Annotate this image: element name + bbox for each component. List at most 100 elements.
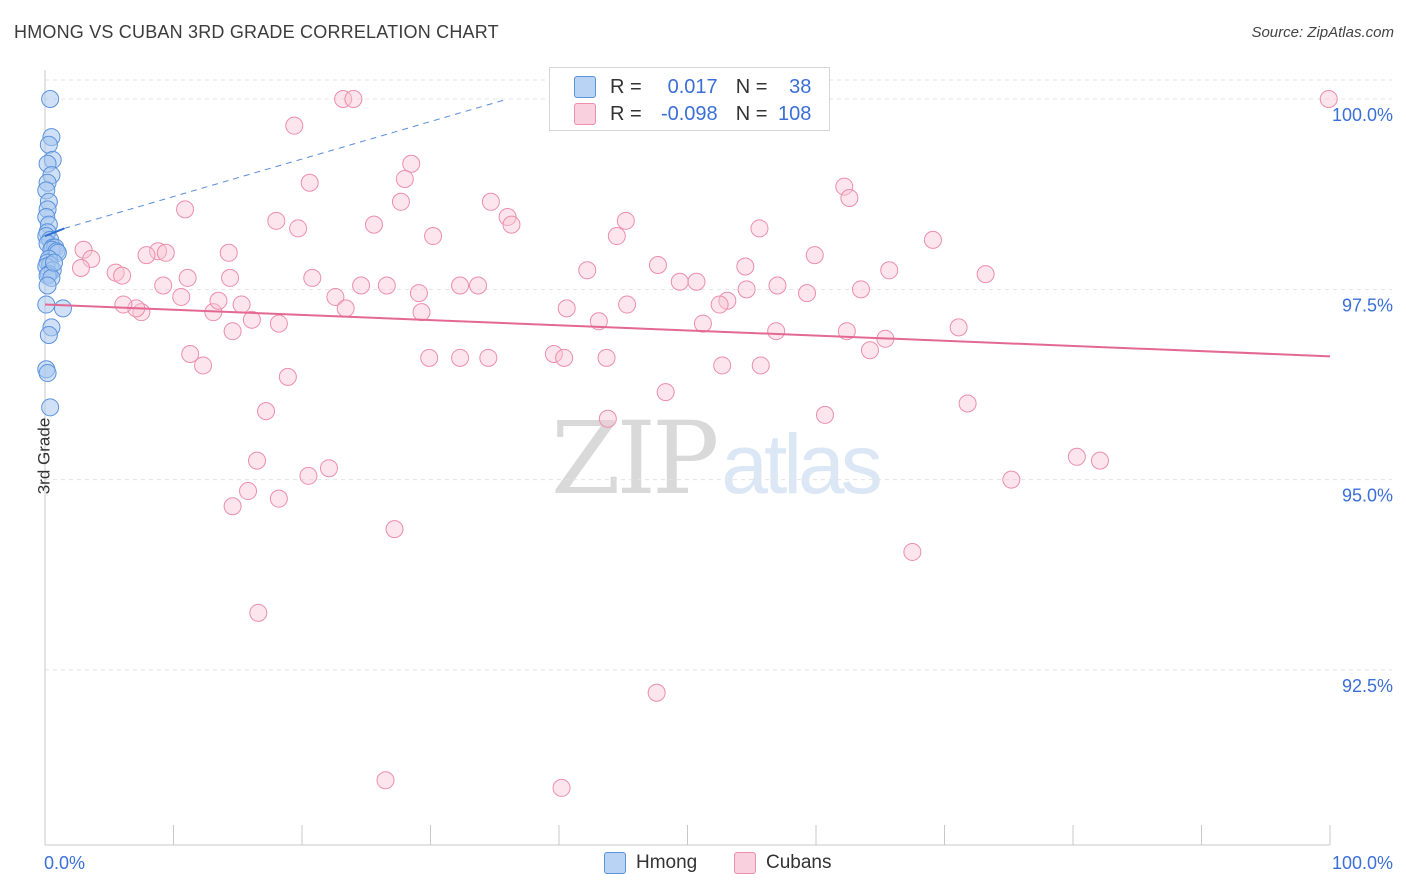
cubans-trend-line [44,303,1331,358]
cuban-point [248,451,267,470]
cuban-point [285,116,304,135]
cuban-point [710,295,729,314]
cuban-point [71,259,90,278]
cuban-point [767,322,786,341]
cuban-point [544,345,563,364]
cuban-point [589,312,608,331]
cuban-point [750,219,769,238]
x-tick-label: 0.0% [44,853,85,873]
chart-title: HMONG VS CUBAN 3RD GRADE CORRELATION CHA… [14,22,499,42]
hmong-point [41,398,60,417]
cuban-point [647,683,666,702]
cuban-point [412,303,431,322]
cuban-point [303,268,322,287]
cuban-point [713,356,732,375]
cuban-point [269,314,288,333]
cuban-point [768,276,787,295]
cuban-point [837,322,856,341]
cuban-point [557,299,576,318]
hmong-legend-label: Hmong [636,852,698,873]
cuban-point [555,348,574,367]
cuban-point [156,243,175,262]
cuban-point [949,318,968,337]
legend-n-label: N = [735,102,768,125]
cuban-point [420,348,439,367]
watermark-zip: ZIP [551,400,719,517]
cuban-point [1002,470,1021,489]
y-tick-label: 97.5% [1342,295,1393,315]
cuban-point [1090,451,1109,470]
cuban-point [616,211,635,230]
cuban-point [958,394,977,413]
cuban-point [223,497,242,516]
cuban-point [223,322,242,341]
bottom-legend-cubans: Cubans [734,852,832,874]
cubans-swatch-icon [574,103,596,125]
hmong-swatch-icon [574,76,596,98]
cuban-point [269,489,288,508]
hmong-point [53,299,72,318]
cuban-point [815,405,834,424]
cuban-point [552,778,571,797]
cuban-point [693,314,712,333]
cuban-point [451,348,470,367]
cuban-point [326,287,345,306]
hmong-point [44,253,63,272]
bottom-legend-hmong: Hmong [604,852,697,874]
cuban-point [300,173,319,192]
cuban-point [451,276,470,295]
cuban-point [670,272,689,291]
cuban-point [242,310,261,329]
legend-n-label: N = [735,75,768,98]
hmong-point [39,135,58,154]
legend-row-hmong: R = 0.017 N = 38 [574,75,811,99]
cuban-point [377,276,396,295]
source-label: Source: ZipAtlas.com [1251,24,1394,41]
correlation-legend: R = 0.017 N = 38 R = -0.098 N = 108 [549,67,830,131]
cuban-point [479,348,498,367]
cuban-point [194,356,213,375]
cuban-point [395,169,414,188]
cuban-point [209,291,228,310]
cuban-point [578,261,597,280]
cuban-point [82,249,101,268]
cuban-point [502,215,521,234]
cuban-point [336,299,355,318]
y-axis-title: 3rd Grade [34,417,54,495]
cuban-point [221,268,240,287]
cuban-point [751,356,770,375]
legend-row-cubans: R = -0.098 N = 108 [574,102,811,126]
cuban-point [880,261,899,280]
cuban-point [376,771,395,790]
y-tick-label: 100.0% [1332,105,1393,125]
legend-n-value: 108 [778,102,812,125]
cuban-point [598,409,617,428]
cuban-point [232,295,251,314]
cuban-point [289,219,308,238]
cuban-point [687,272,706,291]
cuban-point [656,383,675,402]
cuban-point [469,276,488,295]
cuban-point [172,287,191,306]
cuban-point [74,240,93,259]
cuban-point [737,280,756,299]
y-tick-label: 95.0% [1342,486,1393,506]
cuban-point [114,295,133,314]
cuban-point [249,603,268,622]
y-tick-label: 92.5% [1342,676,1393,696]
hmong-point [41,90,60,109]
cuban-point [137,246,156,265]
cuban-point [923,230,942,249]
hmong-legend-icon [604,852,626,874]
hmong-point [39,326,58,344]
cuban-point [736,257,755,276]
hmong-points-group [37,90,72,417]
cuban-point [176,200,195,219]
cuban-point [1319,90,1338,109]
cuban-point [334,90,353,109]
cuban-point [903,542,922,561]
legend-r-label: R = [610,75,642,98]
cuban-point [805,246,824,265]
cuban-point [851,280,870,299]
